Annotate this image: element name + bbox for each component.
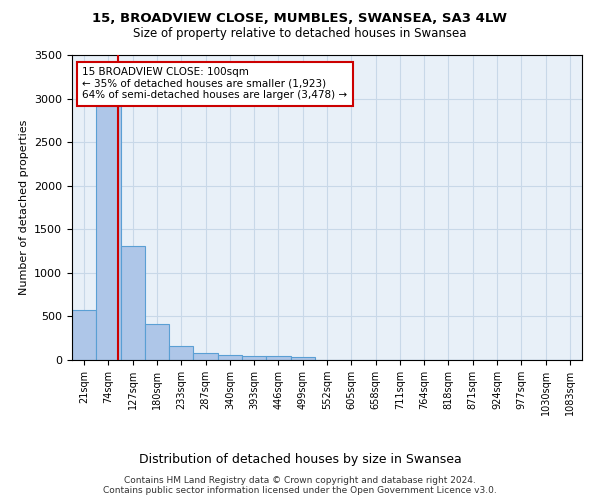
Bar bbox=[218, 355, 242, 360]
Bar bbox=[121, 246, 145, 360]
Bar bbox=[193, 353, 218, 360]
Bar bbox=[169, 346, 193, 360]
Text: Contains HM Land Registry data © Crown copyright and database right 2024.
Contai: Contains HM Land Registry data © Crown c… bbox=[103, 476, 497, 495]
Bar bbox=[145, 324, 169, 360]
Bar bbox=[242, 356, 266, 360]
Text: 15, BROADVIEW CLOSE, MUMBLES, SWANSEA, SA3 4LW: 15, BROADVIEW CLOSE, MUMBLES, SWANSEA, S… bbox=[92, 12, 508, 26]
Text: Distribution of detached houses by size in Swansea: Distribution of detached houses by size … bbox=[139, 452, 461, 466]
Bar bbox=[290, 358, 315, 360]
Bar bbox=[96, 106, 121, 360]
Y-axis label: Number of detached properties: Number of detached properties bbox=[19, 120, 29, 295]
Bar bbox=[266, 356, 290, 360]
Text: 15 BROADVIEW CLOSE: 100sqm
← 35% of detached houses are smaller (1,923)
64% of s: 15 BROADVIEW CLOSE: 100sqm ← 35% of deta… bbox=[82, 67, 347, 100]
Text: Size of property relative to detached houses in Swansea: Size of property relative to detached ho… bbox=[133, 28, 467, 40]
Bar bbox=[72, 310, 96, 360]
